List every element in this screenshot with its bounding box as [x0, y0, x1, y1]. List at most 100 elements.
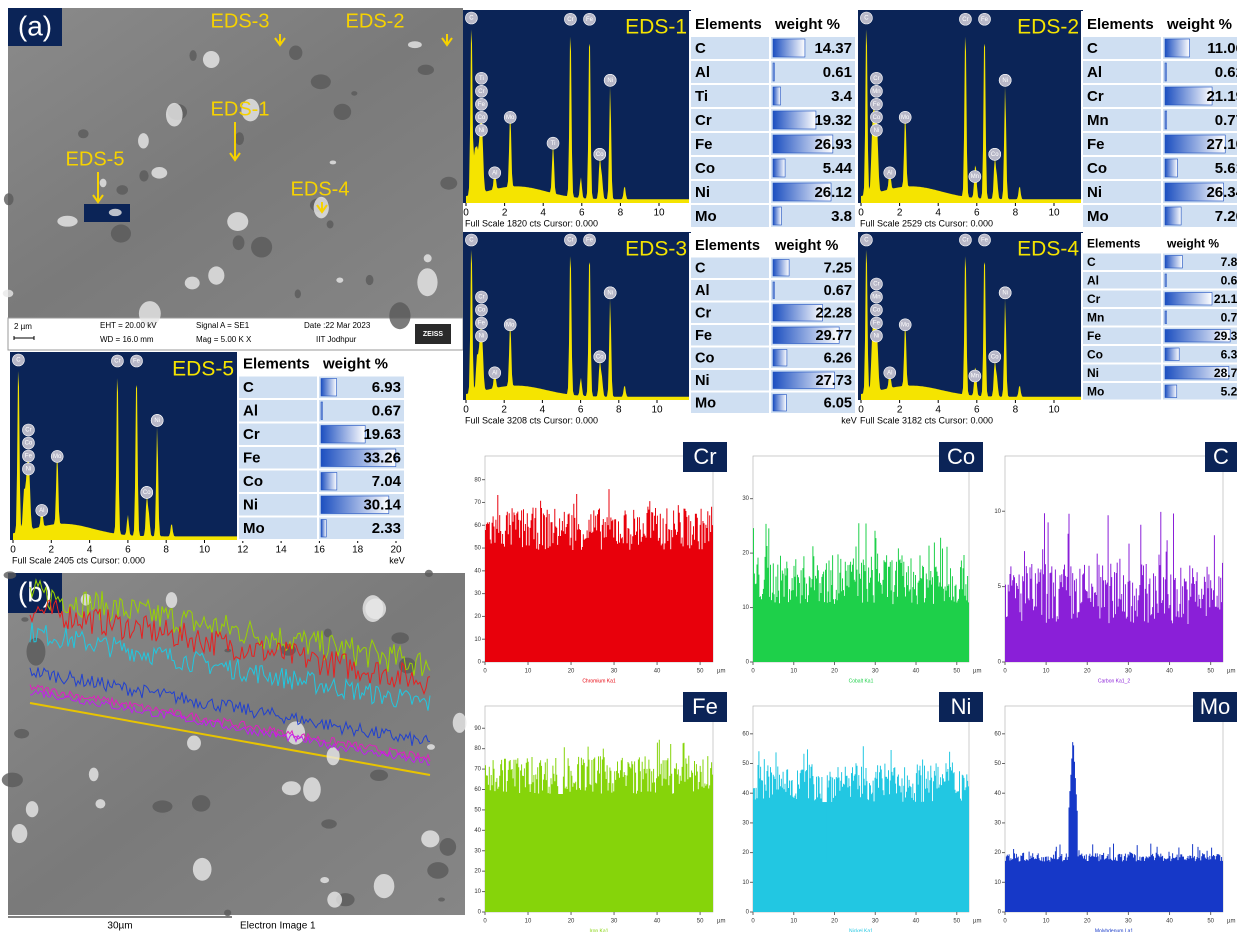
sem-feature [407, 41, 422, 49]
x-tick-label: 0 [463, 208, 469, 219]
table-text: 6.38 [1221, 347, 1237, 361]
weight-bar [1164, 110, 1168, 130]
y-tick-label: 10 [994, 880, 1001, 886]
peak-label: Mn [872, 89, 880, 95]
element-label-box [939, 692, 983, 722]
table-header: Elements [695, 16, 762, 33]
table-text: 14.37 [814, 40, 852, 57]
weight-bar [1164, 182, 1224, 202]
scan-bars [753, 746, 969, 912]
x-tick-label: 10 [525, 919, 532, 925]
x-tick-label: 8 [1013, 208, 1019, 219]
table-text: Ni [695, 184, 710, 201]
peak-marker [988, 148, 1002, 161]
eds5-area [84, 204, 130, 222]
table-text: Mo [695, 208, 717, 225]
table-cell [689, 131, 771, 157]
y-tick-label: 20 [742, 850, 749, 856]
sem-feature [370, 769, 389, 781]
scan-trace [29, 684, 431, 762]
x-tick-label: 20 [1084, 919, 1091, 925]
label-box [8, 8, 62, 46]
y-tick-label: 0 [478, 910, 482, 916]
table-text: 7.25 [824, 261, 852, 277]
x-tick-label: 10 [790, 919, 797, 925]
y-tick-label: 0 [998, 910, 1002, 916]
sem-feature [303, 777, 321, 802]
sem-feature [373, 873, 395, 899]
peak-label: Ti [551, 141, 556, 147]
table-text: 0.62 [1215, 64, 1237, 81]
x-tick-label: 10 [1043, 919, 1050, 925]
peak-label: Co [991, 152, 999, 158]
table-text: Cr [1087, 88, 1104, 105]
axis-label: Chromium Ka1 [582, 678, 616, 684]
weight-bar [772, 349, 788, 367]
element-label: C [1213, 444, 1229, 469]
element-label-box [683, 692, 727, 722]
table-text: 29.32 [1214, 329, 1237, 343]
table-text: 7.83 [1221, 255, 1237, 269]
sem-feature [329, 160, 337, 165]
sem-feature [251, 236, 273, 258]
table-text: Ni [1087, 184, 1102, 201]
y-tick-label: 30 [994, 820, 1001, 826]
sem-feature [95, 799, 106, 809]
peak-label: Fe [478, 102, 486, 108]
x-tick-label: 10 [1048, 405, 1060, 416]
sem-feature [321, 819, 337, 829]
peak-label: Mo [53, 454, 62, 460]
panel-label: (a) [18, 10, 52, 41]
sem-feature [108, 208, 122, 217]
scale-bar-label: 2 µm [14, 322, 32, 331]
peak-marker [898, 111, 912, 124]
table-header: weight % [774, 16, 840, 33]
peak-marker [35, 504, 49, 517]
peak-marker [603, 286, 617, 300]
table-text: Fe [1087, 329, 1101, 343]
peak-marker [870, 277, 883, 291]
peak-label: Cr [478, 295, 484, 301]
peak-marker [870, 329, 883, 343]
table-text: C [695, 40, 706, 57]
peak-marker [860, 233, 873, 247]
weight-bar [1164, 38, 1190, 58]
x-tick-label: 40 [913, 669, 920, 675]
table-cell [1081, 83, 1163, 109]
weight-bar [772, 394, 787, 412]
y-tick-label: 30 [474, 591, 481, 597]
spectrum-footer: Full Scale 3208 cts Cursor: 0.000 [465, 415, 598, 425]
weight-bar [1164, 329, 1231, 343]
scale-bar [13, 336, 35, 340]
scan-trace [29, 578, 431, 677]
weight-bar [772, 182, 832, 202]
sem-feature [326, 220, 334, 229]
x-tick-label: 10 [1048, 208, 1060, 219]
peak-label: Co [596, 152, 604, 158]
peak-marker [978, 12, 991, 26]
peak-label: Cr [567, 17, 573, 23]
sem-feature [138, 133, 149, 149]
sem-feature [389, 302, 411, 330]
axis-label: Carbon Ka1_2 [1098, 678, 1130, 684]
table-header-cell [1081, 11, 1163, 37]
x-tick-label: 40 [913, 919, 920, 925]
peak-marker [564, 12, 577, 26]
table-header: Elements [1087, 236, 1141, 250]
table-text: 7.04 [372, 473, 402, 490]
sem-feature [421, 830, 440, 848]
peak-label: Ni [154, 418, 160, 424]
table-header: Elements [243, 356, 310, 373]
peak-label: Co [991, 354, 999, 360]
y-tick-label: 0 [746, 910, 750, 916]
peak-label: Fe [133, 359, 141, 365]
sem-feature [336, 277, 344, 283]
peak-marker [488, 366, 502, 380]
peak-marker [130, 354, 143, 368]
sem-info: Date :22 Mar 2023 [304, 321, 371, 330]
table-text: Co [695, 160, 715, 177]
peak-label: Ni [26, 467, 32, 473]
peak-label: Fe [478, 321, 486, 327]
scan-trace [29, 598, 431, 696]
element-label-box [1193, 692, 1237, 722]
